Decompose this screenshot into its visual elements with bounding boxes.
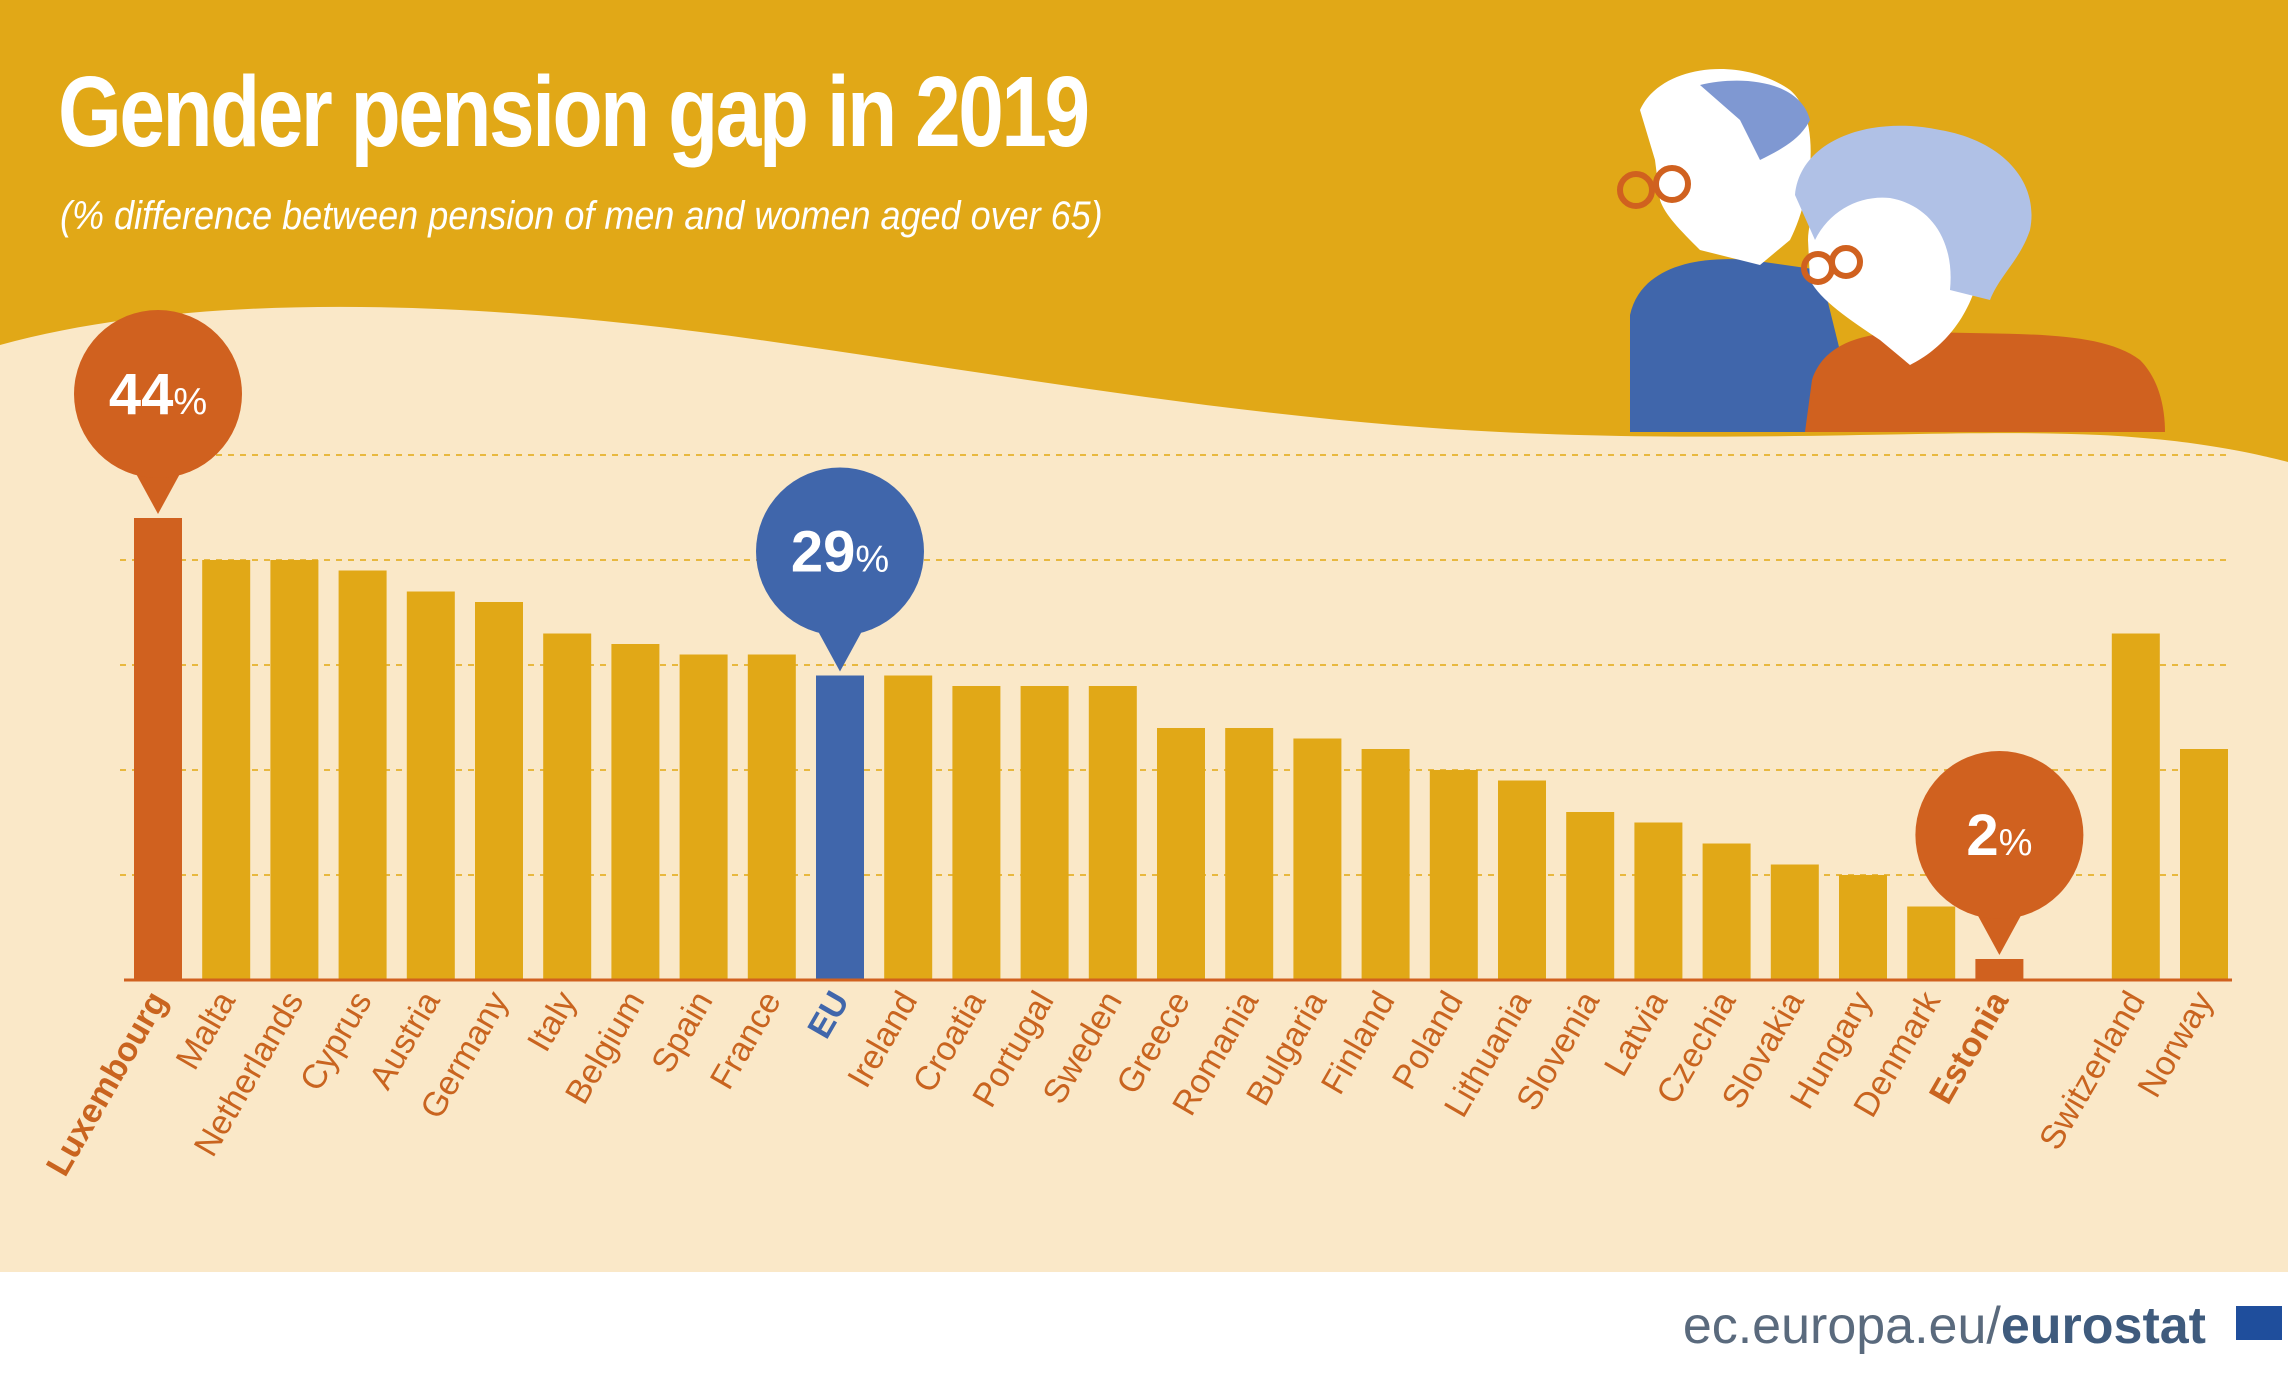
bar-bulgaria xyxy=(1293,738,1342,980)
bar-france xyxy=(747,654,796,980)
callout-pointer-eu xyxy=(816,627,864,672)
callout-circle-estonia xyxy=(1915,751,2084,919)
bar-slovenia xyxy=(1566,812,1615,980)
man-hair xyxy=(1700,80,1810,160)
background-panel xyxy=(0,306,2288,1272)
bar-malta xyxy=(202,560,251,980)
bar-poland xyxy=(1429,770,1478,980)
bar-ireland xyxy=(884,675,933,980)
callout-pointer-estonia xyxy=(1975,911,2024,955)
bar-germany xyxy=(475,602,523,980)
value-callouts: 44%29%2% xyxy=(74,310,2084,955)
woman-glasses-right xyxy=(1829,245,1863,279)
woman-body xyxy=(1805,331,2165,432)
bar-hungary xyxy=(1839,875,1887,980)
bar-eu xyxy=(816,675,864,980)
callout-circle-eu xyxy=(756,467,924,636)
bar-latvia xyxy=(1634,822,1683,980)
man-glasses-left xyxy=(1617,171,1655,209)
bar-austria xyxy=(406,591,455,980)
elderly-couple-illustration xyxy=(1617,68,2165,432)
source-domain: ec.europa.eu/ xyxy=(1682,1297,2001,1355)
man-glasses-right xyxy=(1653,165,1691,203)
bar-spain xyxy=(679,654,728,980)
bar-italy xyxy=(543,633,592,980)
bar-denmark xyxy=(1907,906,1956,980)
man-body xyxy=(1630,259,1860,432)
source-credit: ec.europa.eu/eurostat xyxy=(1683,1300,2206,1352)
bar-romania xyxy=(1225,728,1274,980)
bar-netherlands xyxy=(270,560,319,980)
bar-luxembourg xyxy=(134,518,182,980)
bar-norway xyxy=(2180,749,2228,980)
callout-pointer-luxembourg xyxy=(134,470,182,514)
bar-greece xyxy=(1157,728,1205,980)
bar-estonia xyxy=(1975,959,2024,980)
bar-lithuania xyxy=(1498,780,1546,980)
bar-belgium xyxy=(611,644,660,980)
bar-slovakia xyxy=(1770,864,1819,980)
bar-portugal xyxy=(1020,686,1069,980)
bar-finland xyxy=(1361,749,1410,980)
source-brand: eurostat xyxy=(2000,1297,2206,1355)
chart-subtitle: (% difference between pension of men and… xyxy=(60,194,1103,238)
callout-circle-luxembourg xyxy=(74,310,242,478)
bar-switzerland xyxy=(2111,633,2160,980)
bars xyxy=(134,518,2228,980)
bar-croatia xyxy=(952,686,1001,980)
bar-sweden xyxy=(1088,686,1137,980)
bar-cyprus xyxy=(338,570,387,980)
woman-hair xyxy=(1795,125,2032,301)
eu-flag-icon xyxy=(2236,1306,2282,1340)
bar-czechia xyxy=(1702,843,1751,980)
chart-title: Gender pension gap in 2019 xyxy=(58,56,1090,168)
footer xyxy=(0,1272,2288,1378)
